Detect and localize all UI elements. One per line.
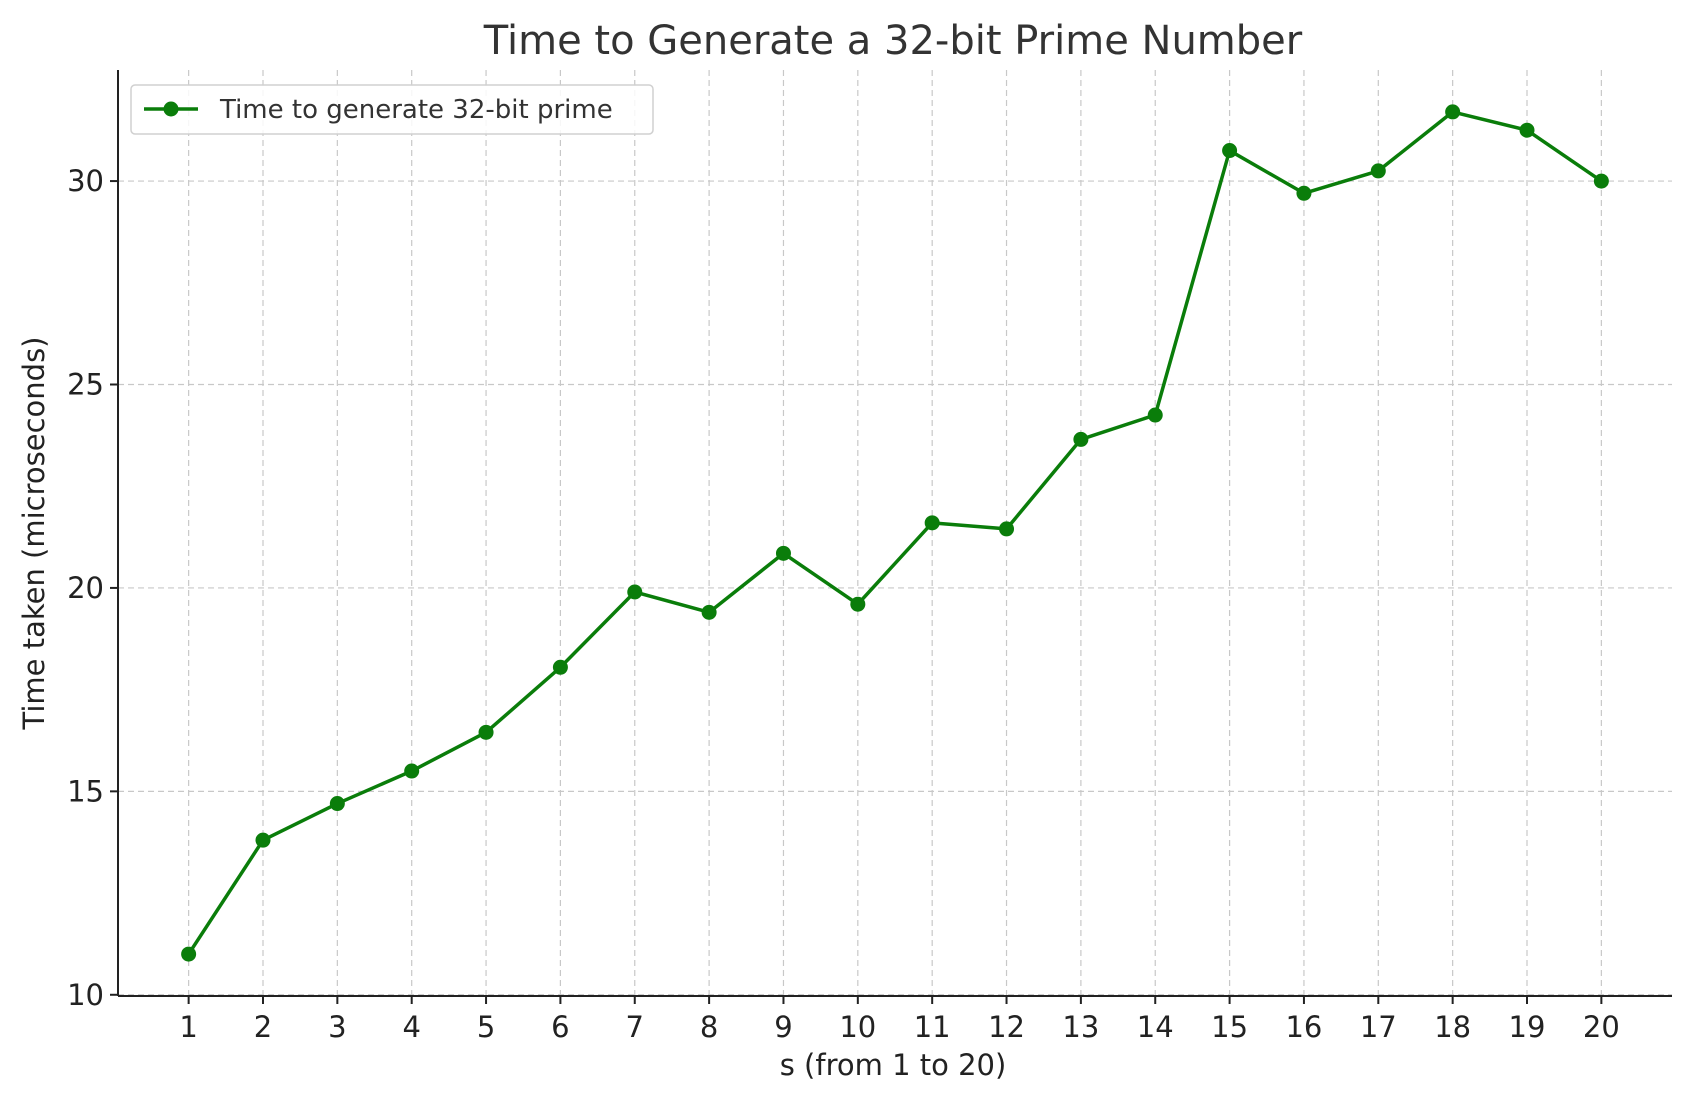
x-tick-label: 3 (328, 1010, 346, 1044)
x-tick-label: 9 (774, 1010, 792, 1044)
x-tick-label: 5 (477, 1010, 495, 1044)
y-tick-label: 10 (67, 978, 104, 1012)
y-tick-label: 15 (67, 774, 104, 808)
data-point (404, 763, 420, 779)
data-point (627, 584, 643, 600)
series-line (187, 110, 1603, 956)
axes (110, 70, 1672, 1004)
x-tick-label: 20 (1583, 1010, 1620, 1044)
data-point (850, 596, 866, 612)
data-point (1593, 173, 1609, 189)
tick-labels: 1 2 3 4 5 6 7 8 9 10 11 12 13 14 15 16 17 18 19 20101520253… (67, 164, 1620, 1044)
data-point (1519, 122, 1535, 138)
data-point (1073, 431, 1089, 447)
data-point (181, 946, 197, 962)
data-point (552, 659, 568, 675)
series-layer (181, 104, 1609, 962)
x-tick-label: 15 (1211, 1010, 1248, 1044)
x-tick-label: 4 (402, 1010, 420, 1044)
x-tick-label: 11 (914, 1010, 951, 1044)
x-tick-label: 13 (1062, 1010, 1099, 1044)
data-point (1370, 163, 1386, 179)
legend-label: Time to generate 32-bit prime (219, 95, 613, 125)
chart-title: Time to Generate a 32-bit Prime Number (483, 18, 1303, 64)
x-tick-label: 18 (1434, 1010, 1471, 1044)
data-point (1222, 143, 1238, 159)
x-tick-label: 19 (1509, 1010, 1546, 1044)
data-point (1445, 104, 1461, 120)
x-tick-label: 17 (1360, 1010, 1397, 1044)
data-point (1147, 407, 1163, 423)
data-point (999, 521, 1015, 537)
data-point (329, 796, 345, 812)
x-tick-label: 16 (1285, 1010, 1322, 1044)
x-tick-label: 2 (254, 1010, 272, 1044)
x-tick-label: 1 (179, 1010, 197, 1044)
x-tick-label: 10 (839, 1010, 876, 1044)
y-tick-label: 30 (67, 164, 104, 198)
legend-marker-swatch (163, 101, 179, 117)
grid-lines (118, 70, 1672, 996)
data-point (924, 515, 940, 531)
y-tick-label: 25 (67, 367, 104, 401)
data-point (1296, 185, 1312, 201)
x-tick-label: 7 (626, 1010, 644, 1044)
data-point (478, 724, 494, 740)
data-point (255, 832, 271, 848)
legend: Time to generate 32-bit prime (130, 84, 654, 135)
x-axis-label: s (from 1 to 20) (780, 1048, 1007, 1082)
x-tick-label: 14 (1137, 1010, 1174, 1044)
x-tick-label: 6 (551, 1010, 569, 1044)
x-tick-label: 12 (988, 1010, 1025, 1044)
legend-box (130, 84, 654, 135)
y-axis-label: Time taken (microseconds) (17, 337, 51, 731)
data-point (701, 604, 717, 620)
y-tick-label: 20 (67, 571, 104, 605)
x-tick-label: 8 (700, 1010, 718, 1044)
data-point (775, 545, 791, 561)
